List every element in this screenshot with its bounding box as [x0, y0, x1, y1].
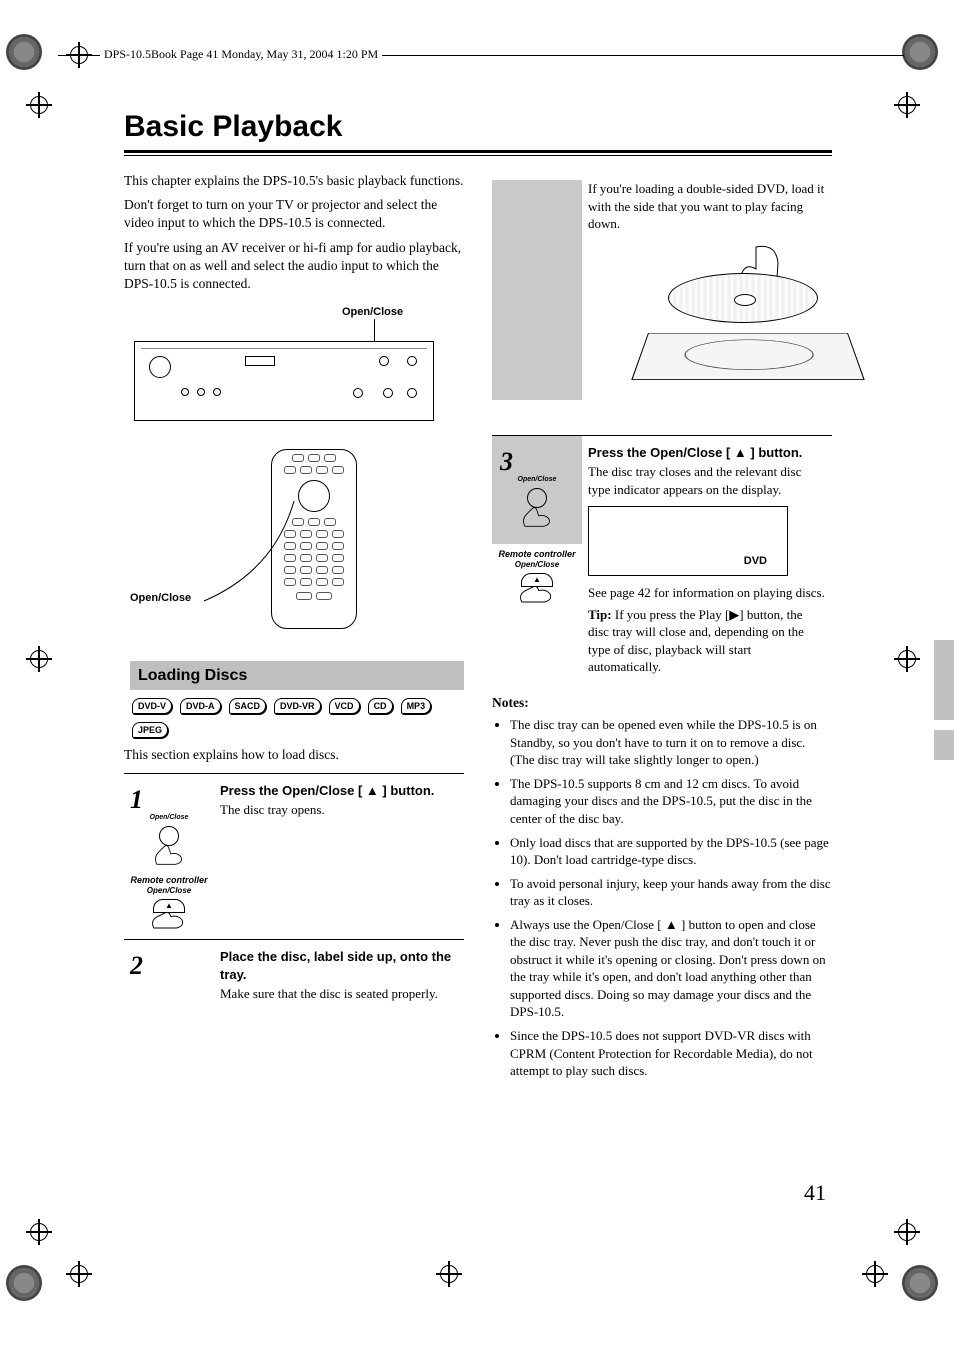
registration-mark: [898, 96, 916, 114]
format-badge: MP3: [401, 698, 432, 714]
note-item: Only load discs that are supported by th…: [510, 834, 832, 869]
disc-tray-icon: [631, 333, 864, 380]
open-close-label: Open/Close: [342, 305, 403, 320]
title-rule: [124, 150, 832, 153]
tip-body: If you press the Play [▶] button, the di…: [588, 607, 804, 675]
step-body: The disc tray closes and the relevant di…: [588, 463, 826, 498]
format-badge: SACD: [229, 698, 267, 714]
open-close-label: Open/Close: [130, 591, 191, 606]
player-diagram: Open/Close: [124, 305, 464, 435]
note-item: The DPS-10.5 supports 8 cm and 12 cm dis…: [510, 775, 832, 828]
display-text: DVD: [744, 554, 767, 569]
running-head: DPS-10.5Book Page 41 Monday, May 31, 200…: [100, 47, 382, 62]
press-button-icon: [147, 826, 191, 870]
thumb-tab: [934, 730, 954, 760]
format-badge: CD: [368, 698, 393, 714]
registration-mark: [898, 650, 916, 668]
registration-mark: [30, 650, 48, 668]
registration-mark: [70, 1265, 88, 1283]
registration-mark: [866, 1265, 884, 1283]
note-item: Since the DPS-10.5 does not support DVD-…: [510, 1027, 832, 1080]
callout-line: [374, 319, 375, 341]
step-title: Press the Open/Close [ ▲ ] button.: [220, 782, 458, 800]
step-number: 3: [500, 447, 513, 476]
remote-press-icon: ▲: [150, 899, 188, 929]
tip-label: Tip:: [588, 607, 612, 622]
step-body: The disc tray opens.: [220, 801, 458, 819]
intro-paragraph: If you're using an AV receiver or hi-fi …: [124, 239, 464, 294]
crop-mark-br: [902, 1265, 938, 1301]
display-indicator: DVD: [588, 506, 788, 576]
format-badge: VCD: [329, 698, 360, 714]
title-rule: [124, 155, 832, 156]
registration-mark: [30, 96, 48, 114]
player-front-panel: [134, 341, 434, 421]
notes-list: The disc tray can be opened even while t…: [510, 716, 832, 1079]
intro-paragraph: Don't forget to turn on your TV or proje…: [124, 196, 464, 232]
notes-heading: Notes:: [492, 694, 832, 712]
step-title: Press the Open/Close [ ▲ ] button.: [588, 444, 826, 462]
crop-mark-tl: [6, 34, 42, 70]
note-item: Always use the Open/Close [ ▲ ] button t…: [510, 916, 832, 1021]
format-badges: DVD-V DVD-A SACD DVD-VR VCD CD MP3 JPEG: [132, 698, 464, 738]
step-body: See page 42 for information on playing d…: [588, 584, 826, 602]
step-title: Place the disc, label side up, onto the …: [220, 948, 458, 983]
step-number: 2: [130, 951, 143, 980]
display-window-icon: [245, 356, 275, 366]
step-icon-area: [492, 180, 582, 400]
loading-intro: This section explains how to load discs.: [124, 746, 464, 764]
button-label: Open/Close: [500, 475, 574, 484]
format-badge: JPEG: [132, 722, 168, 738]
note-item: To avoid personal injury, keep your hand…: [510, 875, 832, 910]
format-badge: DVD-V: [132, 698, 172, 714]
page-title: Basic Playback: [124, 110, 832, 144]
remote-controller-icon: [271, 449, 357, 629]
button-label: Open/Close: [130, 813, 208, 822]
registration-mark: [898, 1223, 916, 1241]
disc-loading-diagram: [588, 243, 826, 423]
intro-paragraph: This chapter explains the DPS-10.5's bas…: [124, 172, 464, 190]
crop-mark-tr: [902, 34, 938, 70]
registration-mark: [440, 1265, 458, 1283]
note-item: The disc tray can be opened even while t…: [510, 716, 832, 769]
button-label: Open/Close: [492, 560, 582, 571]
remote-controller-label: Remote controller: [492, 548, 582, 560]
format-badge: DVD-A: [180, 698, 221, 714]
crop-mark-bl: [6, 1265, 42, 1301]
registration-mark: [30, 1223, 48, 1241]
thumb-tab: [934, 640, 954, 720]
remote-controller-label: Remote controller: [130, 874, 208, 886]
section-heading: Loading Discs: [130, 661, 464, 691]
disc-icon: [668, 273, 818, 323]
button-label: Open/Close: [130, 886, 208, 897]
remote-press-icon: ▲: [518, 573, 556, 603]
step-body: If you're loading a double-sided DVD, lo…: [588, 180, 826, 233]
step-body: Make sure that the disc is seated proper…: [220, 985, 458, 1003]
format-badge: DVD-VR: [274, 698, 321, 714]
step-number: 1: [130, 785, 143, 814]
page-number: 41: [804, 1180, 826, 1206]
press-button-icon: [515, 488, 559, 532]
